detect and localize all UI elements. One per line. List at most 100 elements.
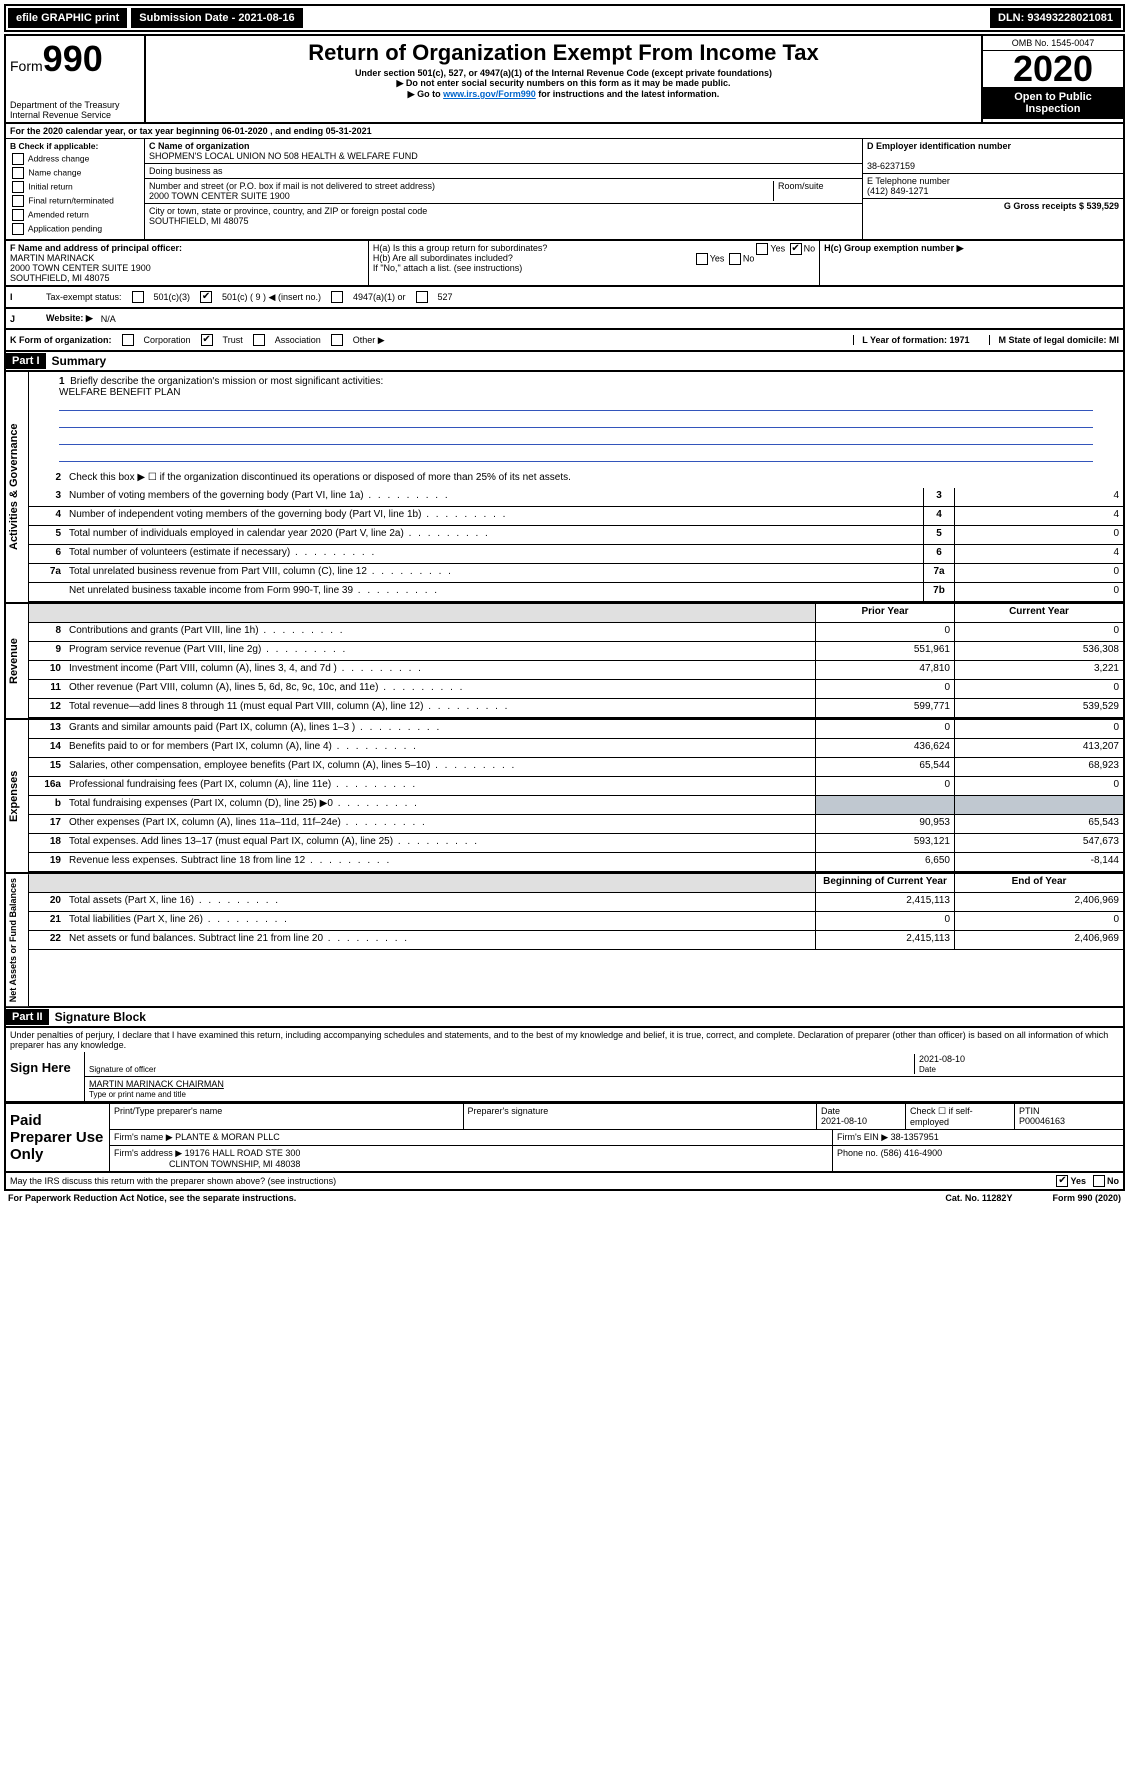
tax-year: 2020 bbox=[983, 51, 1123, 87]
dln-label: DLN: 93493228021081 bbox=[990, 8, 1121, 28]
summary-line: 22Net assets or fund balances. Subtract … bbox=[29, 931, 1123, 950]
efile-button[interactable]: efile GRAPHIC print bbox=[8, 8, 127, 28]
goto-pre: ▶ Go to bbox=[408, 89, 443, 99]
submission-date-button[interactable]: Submission Date - 2021-08-16 bbox=[131, 8, 302, 28]
ein-value: 38-6237159 bbox=[867, 161, 915, 171]
summary-line: 9Program service revenue (Part VIII, lin… bbox=[29, 642, 1123, 661]
box-b: B Check if applicable: Address change Na… bbox=[6, 139, 145, 239]
part2-header: Part II Signature Block bbox=[4, 1008, 1125, 1028]
street-address: 2000 TOWN CENTER SUITE 1900 bbox=[149, 191, 290, 201]
cb-501c[interactable] bbox=[200, 291, 212, 303]
col-end: End of Year bbox=[954, 874, 1123, 892]
summary-line: 16aProfessional fundraising fees (Part I… bbox=[29, 777, 1123, 796]
preparer-section: Paid Preparer Use Only Print/Type prepar… bbox=[4, 1103, 1125, 1173]
cb-address-change[interactable] bbox=[12, 153, 24, 165]
website-value: N/A bbox=[101, 314, 116, 324]
summary-line: 10Investment income (Part VIII, column (… bbox=[29, 661, 1123, 680]
side-revenue: Revenue bbox=[6, 604, 29, 718]
cb-ha-no[interactable] bbox=[790, 243, 802, 255]
q2: Check this box ▶ ☐ if the organization d… bbox=[65, 470, 1123, 488]
summary-line: 18Total expenses. Add lines 13–17 (must … bbox=[29, 834, 1123, 853]
summary-line: 7aTotal unrelated business revenue from … bbox=[29, 564, 1123, 583]
firm-name: PLANTE & MORAN PLLC bbox=[175, 1132, 280, 1142]
state-domicile: M State of legal domicile: MI bbox=[989, 335, 1119, 345]
summary-line: 20Total assets (Part X, line 16)2,415,11… bbox=[29, 893, 1123, 912]
officer-row: F Name and address of principal officer:… bbox=[4, 241, 1125, 287]
signature-section: Under penalties of perjury, I declare th… bbox=[4, 1028, 1125, 1103]
officer-label: F Name and address of principal officer: bbox=[10, 243, 182, 253]
name-label: C Name of organization bbox=[149, 141, 250, 151]
firm-ein: 38-1357951 bbox=[891, 1132, 939, 1142]
irs-label: Internal Revenue Service bbox=[10, 110, 140, 120]
addr-label: Number and street (or P.O. box if mail i… bbox=[149, 181, 435, 191]
org-name: SHOPMEN'S LOCAL UNION NO 508 HEALTH & WE… bbox=[149, 151, 418, 161]
cb-4947[interactable] bbox=[331, 291, 343, 303]
firm-phone: (586) 416-4900 bbox=[881, 1148, 943, 1158]
box-c: C Name of organization SHOPMEN'S LOCAL U… bbox=[145, 139, 863, 239]
cb-527[interactable] bbox=[416, 291, 428, 303]
phone-label: E Telephone number bbox=[867, 176, 950, 186]
irs-link[interactable]: www.irs.gov/Form990 bbox=[443, 89, 536, 99]
summary-line: 17Other expenses (Part IX, column (A), l… bbox=[29, 815, 1123, 834]
phone-value: (412) 849-1271 bbox=[867, 186, 929, 196]
cb-initial-return[interactable] bbox=[12, 181, 24, 193]
cb-ha-yes[interactable] bbox=[756, 243, 768, 255]
org-form-row: K Form of organization: Corporation Trus… bbox=[4, 330, 1125, 352]
part1-title: Summary bbox=[46, 352, 113, 370]
q1: Briefly describe the organization's miss… bbox=[70, 376, 383, 387]
k-label: K Form of organization: bbox=[10, 335, 112, 345]
room-label: Room/suite bbox=[778, 181, 824, 191]
cb-discuss-no[interactable] bbox=[1093, 1175, 1105, 1187]
summary-line: 11Other revenue (Part VIII, column (A), … bbox=[29, 680, 1123, 699]
subtitle-1: Under section 501(c), 527, or 4947(a)(1)… bbox=[150, 68, 977, 78]
subtitle-2: ▶ Do not enter social security numbers o… bbox=[150, 78, 977, 89]
gross-receipts: G Gross receipts $ 539,529 bbox=[1004, 201, 1119, 211]
summary-line: Net unrelated business taxable income fr… bbox=[29, 583, 1123, 602]
cb-name-change[interactable] bbox=[12, 167, 24, 179]
cb-discuss-yes[interactable] bbox=[1056, 1175, 1068, 1187]
summary-line: 19Revenue less expenses. Subtract line 1… bbox=[29, 853, 1123, 872]
part1-badge: Part I bbox=[6, 353, 46, 369]
discuss-text: May the IRS discuss this return with the… bbox=[10, 1176, 336, 1186]
period-line: For the 2020 calendar year, or tax year … bbox=[4, 124, 1125, 139]
summary-line: bTotal fundraising expenses (Part IX, co… bbox=[29, 796, 1123, 815]
form-number: 990 bbox=[43, 38, 103, 79]
tax-status-label: Tax-exempt status: bbox=[46, 292, 122, 302]
summary-line: 6Total number of volunteers (estimate if… bbox=[29, 545, 1123, 564]
summary-line: 8Contributions and grants (Part VIII, li… bbox=[29, 623, 1123, 642]
summary-governance: Activities & Governance 1 Briefly descri… bbox=[4, 372, 1125, 604]
top-toolbar: efile GRAPHIC print Submission Date - 20… bbox=[4, 4, 1125, 32]
cb-hb-yes[interactable] bbox=[696, 253, 708, 265]
name-title-label: Type or print name and title bbox=[89, 1090, 186, 1099]
cb-trust[interactable] bbox=[201, 334, 213, 346]
officer-name: MARTIN MARINACK bbox=[10, 253, 94, 263]
firm-addr2: CLINTON TOWNSHIP, MI 48038 bbox=[169, 1159, 300, 1169]
mission-text: WELFARE BENEFIT PLAN bbox=[59, 387, 181, 398]
summary-line: 14Benefits paid to or for members (Part … bbox=[29, 739, 1123, 758]
cb-hb-no[interactable] bbox=[729, 253, 741, 265]
footer-last: For Paperwork Reduction Act Notice, see … bbox=[4, 1191, 1125, 1205]
cb-other[interactable] bbox=[331, 334, 343, 346]
summary-line: 4Number of independent voting members of… bbox=[29, 507, 1123, 526]
summary-line: 3Number of voting members of the governi… bbox=[29, 488, 1123, 507]
ein-label: D Employer identification number bbox=[867, 141, 1011, 151]
summary-line: 21Total liabilities (Part X, line 26)00 bbox=[29, 912, 1123, 931]
entity-info-row: B Check if applicable: Address change Na… bbox=[4, 139, 1125, 241]
summary-revenue: Revenue Prior Year Current Year 8Contrib… bbox=[4, 604, 1125, 720]
cb-assoc[interactable] bbox=[253, 334, 265, 346]
summary-line: 5Total number of individuals employed in… bbox=[29, 526, 1123, 545]
side-governance: Activities & Governance bbox=[6, 372, 29, 602]
header-mid: Return of Organization Exempt From Incom… bbox=[146, 36, 981, 122]
cb-amended[interactable] bbox=[12, 209, 24, 221]
sig-date: 2021-08-10 bbox=[919, 1054, 965, 1064]
paid-preparer-label: Paid Preparer Use Only bbox=[6, 1104, 109, 1171]
cb-corp[interactable] bbox=[122, 334, 134, 346]
header-right: OMB No. 1545-0047 2020 Open to Public In… bbox=[981, 36, 1123, 122]
cb-final-return[interactable] bbox=[12, 195, 24, 207]
cb-application-pending[interactable] bbox=[12, 223, 24, 235]
summary-line: 13Grants and similar amounts paid (Part … bbox=[29, 720, 1123, 739]
form-header: Form990 Department of the Treasury Inter… bbox=[4, 34, 1125, 124]
box-b-title: B Check if applicable: bbox=[10, 141, 140, 151]
prep-name-hdr: Print/Type preparer's name bbox=[110, 1104, 464, 1129]
cb-501c3[interactable] bbox=[132, 291, 144, 303]
